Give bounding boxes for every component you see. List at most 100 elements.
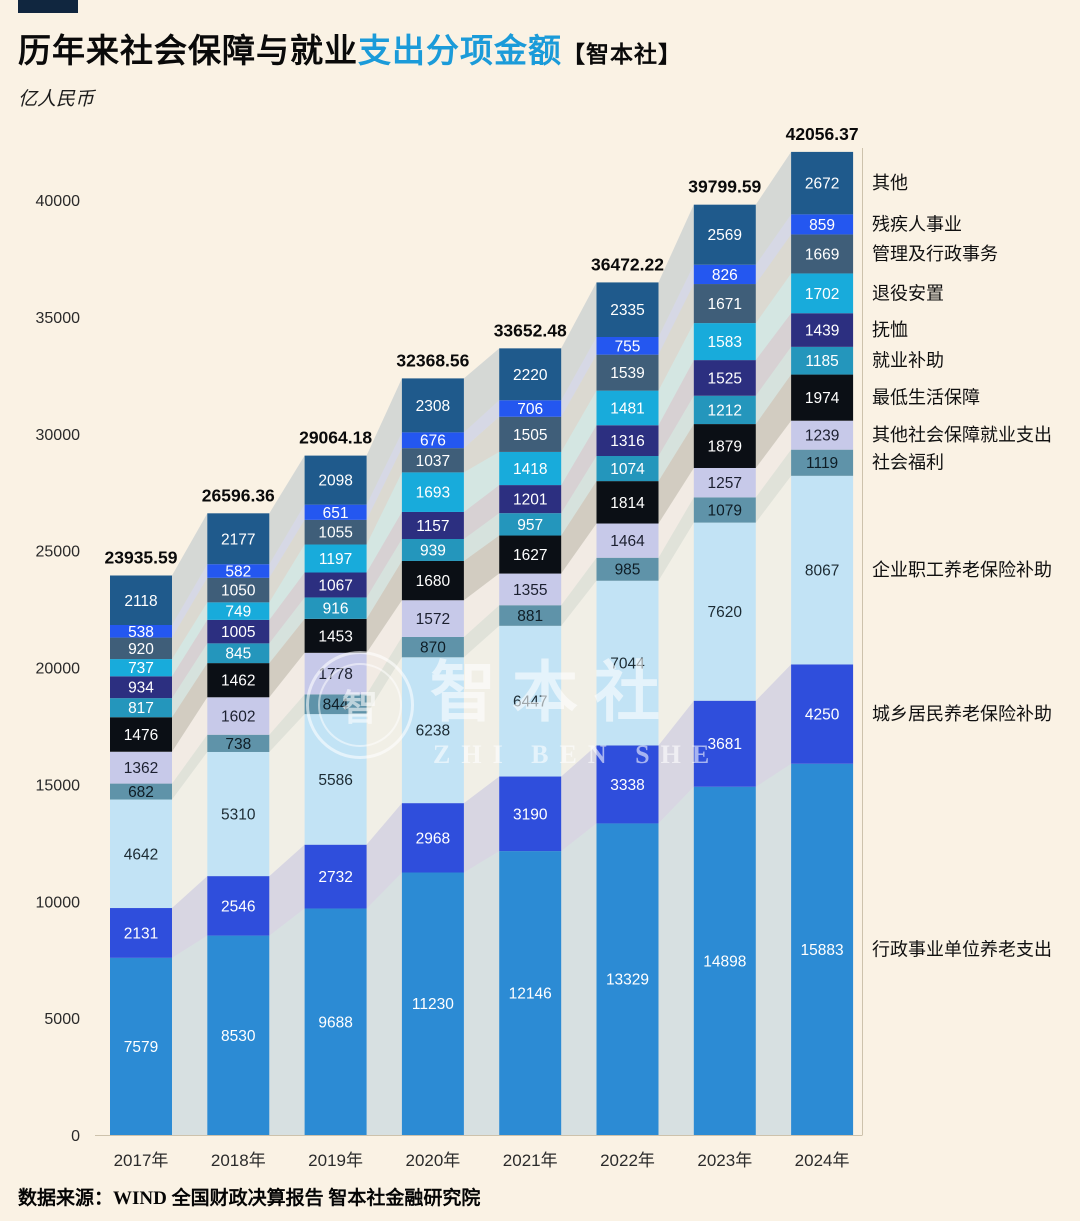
flow-band: [561, 745, 597, 852]
flow-band: [172, 602, 208, 677]
flow-band: [172, 513, 208, 626]
segment-value-label: 13329: [606, 972, 649, 989]
bar-total-label: 42056.37: [786, 124, 859, 144]
y-tick-label: 40000: [36, 193, 81, 210]
flow-band: [269, 908, 305, 1135]
segment-value-label: 1464: [610, 533, 645, 550]
flow-band: [658, 497, 694, 581]
segment-value-label: 859: [809, 217, 835, 234]
bar-segment: [693, 284, 756, 324]
bar-segment: [207, 663, 270, 698]
flow-band: [366, 636, 402, 715]
bar-segment: [596, 823, 659, 1135]
segment-value-label: 881: [517, 608, 543, 625]
segment-value-label: 1462: [221, 673, 255, 690]
flow-band: [366, 560, 402, 653]
flow-band: [755, 234, 792, 324]
bar-segment: [693, 522, 756, 701]
flow-band: [561, 456, 597, 536]
flow-band: [561, 523, 597, 606]
flow-band: [561, 557, 597, 626]
legend-label: 就业补助: [872, 351, 944, 371]
flow-band: [561, 425, 597, 514]
bar-segment: [791, 374, 854, 421]
bar-segment: [110, 637, 172, 660]
legend-label: 管理及行政事务: [872, 244, 998, 264]
bar-segment: [401, 600, 464, 637]
bar-segment: [304, 908, 367, 1135]
segment-value-label: 2732: [318, 869, 352, 886]
bar-segment: [499, 348, 562, 401]
bar-segment: [304, 455, 367, 505]
legend-label: 其他: [872, 173, 908, 193]
flow-band: [172, 697, 208, 784]
flow-band: [658, 522, 694, 746]
segment-value-label: 3681: [708, 736, 742, 753]
bar-segment: [207, 619, 270, 644]
segment-value-label: 939: [420, 542, 446, 559]
bars: 7579 8530 9688 11230 12146 13329 14898 15883 213…: [110, 151, 854, 1135]
segment-value-label: 1119: [806, 455, 838, 472]
flow-band: [172, 751, 208, 909]
bar-total-label: 39799.59: [688, 177, 761, 197]
flow-band: [658, 323, 694, 426]
flow-band: [561, 580, 597, 777]
flow-band: [269, 714, 305, 877]
segment-value-label: 706: [517, 401, 543, 418]
bar-segment: [207, 935, 270, 1135]
segment-value-label: 1680: [416, 573, 451, 590]
bar-segment: [110, 698, 172, 718]
bar-segment: [207, 577, 270, 603]
flow-band: [366, 657, 402, 845]
bar-segment: [596, 456, 659, 482]
segment-value-label: 1814: [610, 495, 645, 512]
flow-band: [561, 481, 597, 574]
bar-segment: [596, 390, 659, 426]
bar-segment: [110, 799, 172, 909]
bar-segment: [110, 957, 172, 1135]
bar-segment: [207, 602, 270, 620]
bar-segment: [304, 519, 367, 545]
flow-band: [366, 432, 402, 520]
bar-segment: [693, 323, 756, 361]
flow-band: [755, 273, 792, 361]
segment-value-label: 3190: [513, 806, 548, 823]
segment-value-label: 1157: [416, 518, 449, 535]
flow-band: [755, 420, 792, 498]
segment-value-label: 1355: [513, 582, 547, 599]
bar-segment: [110, 625, 172, 638]
segment-value-label: 2569: [708, 227, 742, 244]
legend-label: 抚恤: [872, 320, 908, 340]
flow-band: [366, 539, 402, 619]
segment-value-label: 2308: [416, 398, 450, 415]
segment-value-label: 817: [128, 700, 154, 717]
segment-value-label: 1702: [805, 286, 839, 303]
segment-value-label: 15883: [801, 942, 844, 959]
title-highlight: 支出分项金额: [358, 32, 562, 69]
bar-segment: [596, 557, 659, 581]
segment-value-label: 916: [323, 601, 349, 618]
flow-band: [658, 700, 694, 824]
flow-band: [755, 313, 792, 396]
segment-value-label: 826: [712, 267, 738, 284]
bar-segment: [693, 467, 756, 498]
segment-value-label: 7579: [124, 1039, 158, 1056]
segment-value-label: 4250: [805, 707, 840, 724]
accent-bar: [18, 0, 78, 13]
bar-segment: [304, 572, 367, 598]
flow-band: [172, 876, 208, 958]
legend-label: 企业职工养老保险补助: [872, 560, 1052, 580]
segment-value-label: 5586: [318, 772, 352, 789]
flow-band: [172, 935, 208, 1135]
flow-band: [755, 475, 792, 701]
legend-label: 行政事业单位养老支出: [872, 939, 1052, 959]
segment-value-label: 1316: [610, 433, 644, 450]
segment-value-label: 2118: [124, 593, 157, 610]
segment-value-label: 7620: [708, 604, 743, 621]
flow-band: [463, 513, 500, 561]
segment-value-label: 676: [420, 433, 446, 450]
segment-value-label: 1239: [805, 428, 839, 445]
flow-band: [463, 416, 500, 473]
x-axis-label: 2021年: [503, 1151, 558, 1170]
segment-value-label: 845: [225, 646, 251, 663]
